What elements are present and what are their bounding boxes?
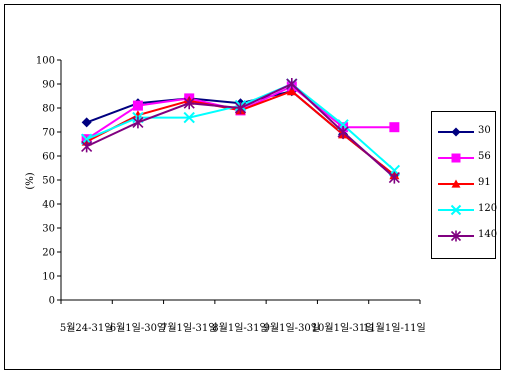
data-point-56 [132,100,143,111]
y-tick-label: 0 [49,296,55,307]
series-140 [81,78,400,184]
x-tick-label: 11월1일-11일 [363,322,426,334]
legend-marker [451,127,461,137]
legend: 30 56 91 120 140 [431,111,498,259]
legend-marker [451,179,461,188]
legend-swatch [438,230,474,242]
data-point-140 [286,78,298,90]
legend-item-56: 56 [432,148,495,168]
legend-label: 30 [478,125,491,136]
x-tick-label: 9월1일-30일 [264,322,320,334]
y-tick-label: 60 [42,152,55,163]
data-point-91 [286,86,297,96]
legend-item-91: 91 [432,174,495,194]
y-tick-label: 80 [42,104,55,115]
x-tick-label: 10월1일-31일 [312,322,375,334]
chart-frame [4,4,501,370]
legend-label: 56 [478,151,491,162]
legend-swatch [438,179,474,188]
y-tick-label: 20 [42,248,55,259]
data-point-30 [81,117,92,128]
data-point-140 [132,116,144,129]
legend-label: 120 [478,203,498,214]
y-tick-label: 50 [42,176,55,187]
x-tick-label: 6월1일-30일 [110,322,166,334]
x-tick-label: 5월24-31일 [60,322,114,334]
plot-area: 0 10 20 30 40 50 60 70 80 90 100 5월24-31일6월1일-30일7월… [36,56,426,335]
legend-marker [450,204,462,216]
y-tick-label: 90 [42,80,55,91]
data-point-140 [234,102,247,114]
legend-label: 140 [478,229,498,240]
data-point-56 [389,122,400,133]
data-point-140 [337,126,349,138]
legend-marker [450,230,462,242]
y-tick-label: 40 [42,200,55,211]
legend-item-120: 120 [432,200,498,220]
y-tick-label: 10 [42,272,55,283]
legend-label: 91 [478,177,491,188]
data-point-140 [388,171,400,184]
data-point-120 [183,111,195,124]
y-tick-label: 70 [42,128,55,139]
data-point-140 [81,140,93,153]
x-tick-label: 7월1일-31일 [161,322,217,334]
y-axis-label: (%) [25,172,36,189]
series-line-140 [86,82,396,179]
legend-swatch [438,153,474,163]
legend-item-30: 30 [432,122,495,142]
y-tick-label: 30 [42,224,55,235]
legend-swatch [438,204,474,216]
data-point-140 [183,97,195,110]
legend-item-140: 140 [432,226,498,246]
legend-marker [451,153,461,163]
legend-swatch [438,127,474,137]
y-tick-label: 100 [36,56,55,67]
x-tick-label: 8월1일-31일 [212,322,268,334]
